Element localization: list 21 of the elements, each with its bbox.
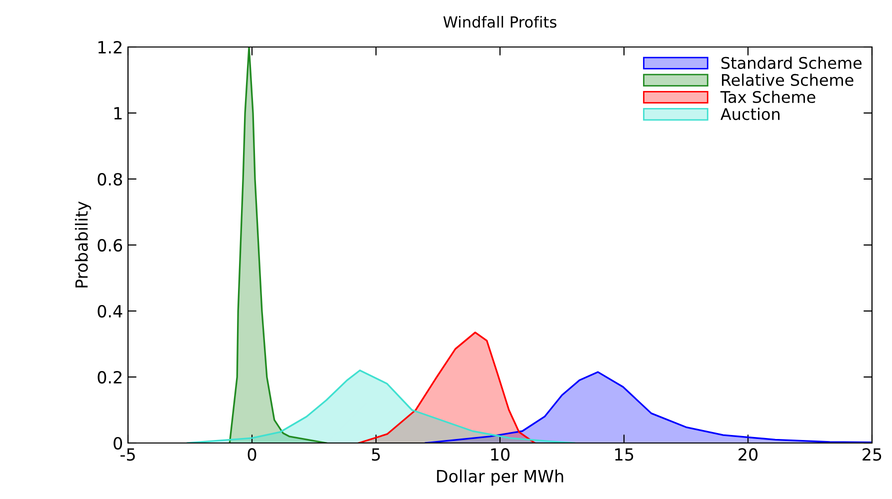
y-tick-label: 0.2 [98, 370, 122, 384]
y-tick-label: 0.6 [98, 238, 122, 252]
y-tick-label: 0 [114, 436, 122, 450]
legend-label: Relative Scheme [722, 74, 854, 86]
y-axis-title: Probability [74, 201, 92, 288]
legend-label: Standard Scheme [721, 56, 862, 69]
chart-title: Windfall Profits [443, 16, 556, 28]
y-tick-label: 0.8 [98, 172, 122, 186]
x-tick-label: 5 [372, 448, 380, 461]
x-tick-label: -5 [120, 448, 135, 461]
y-tick-label: 1.2 [98, 40, 122, 54]
y-tick-label: 0.4 [98, 304, 122, 318]
x-tick-label: 25 [862, 448, 882, 461]
legend-label: Auction [720, 108, 780, 120]
y-tick-label: 1 [114, 107, 122, 120]
x-tick-label: 15 [615, 448, 634, 461]
x-axis-title: Dollar per MWh [437, 470, 564, 486]
x-tick-label: 20 [738, 448, 758, 461]
x-tick-label: 0 [248, 448, 256, 461]
x-tick-label: 10 [491, 448, 510, 461]
legend-label: Tax Scheme [720, 90, 816, 104]
